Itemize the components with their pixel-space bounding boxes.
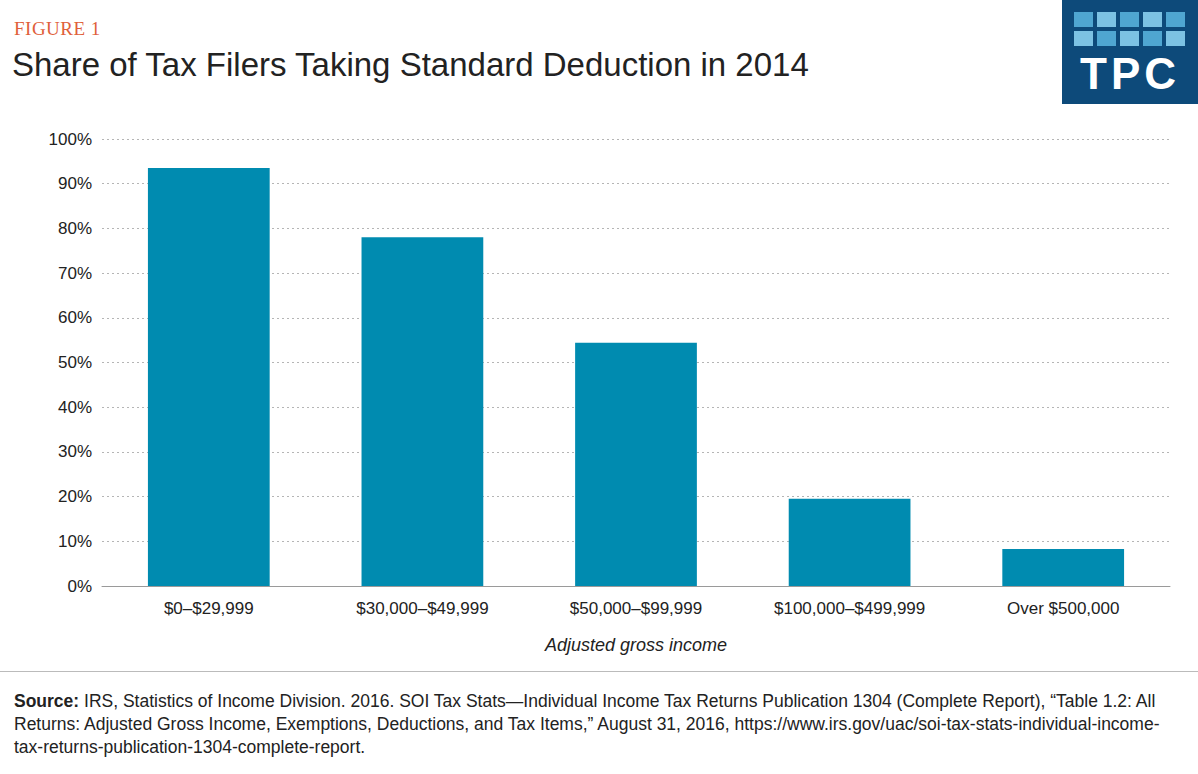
svg-text:60%: 60% <box>58 308 92 327</box>
html-text:FIGURE 1: FIGURE 1 <box>14 18 101 39</box>
svg-text:$50,000–$99,999: $50,000–$99,999 <box>570 599 702 618</box>
svg-text:Adjusted gross income: Adjusted gross income <box>544 635 727 655</box>
svg-text:$0–$29,999: $0–$29,999 <box>164 599 254 618</box>
svg-text:20%: 20% <box>58 487 92 506</box>
svg-text:100%: 100% <box>49 130 92 149</box>
svg-text:$100,000–$499,999: $100,000–$499,999 <box>774 599 925 618</box>
svg-text:10%: 10% <box>58 532 92 551</box>
svg-text:30%: 30% <box>58 442 92 461</box>
svg-text:50%: 50% <box>58 353 92 372</box>
svg-text:70%: 70% <box>58 264 92 283</box>
svg-text:$30,000–$49,999: $30,000–$49,999 <box>356 599 488 618</box>
html-text:TPC: TPC <box>1080 49 1180 98</box>
svg-text:0%: 0% <box>67 577 92 596</box>
svg-text:90%: 90% <box>58 174 92 193</box>
html-text:Source: IRS, Statistics of Inc: Source: IRS, Statistics of Income Divisi… <box>14 691 1160 757</box>
svg-text:40%: 40% <box>58 398 92 417</box>
svg-text:Over $500,000: Over $500,000 <box>1007 599 1119 618</box>
html-text:Share of Tax Filers Taking Sta: Share of Tax Filers Taking Standard Dedu… <box>12 46 809 83</box>
svg-text:80%: 80% <box>58 219 92 238</box>
